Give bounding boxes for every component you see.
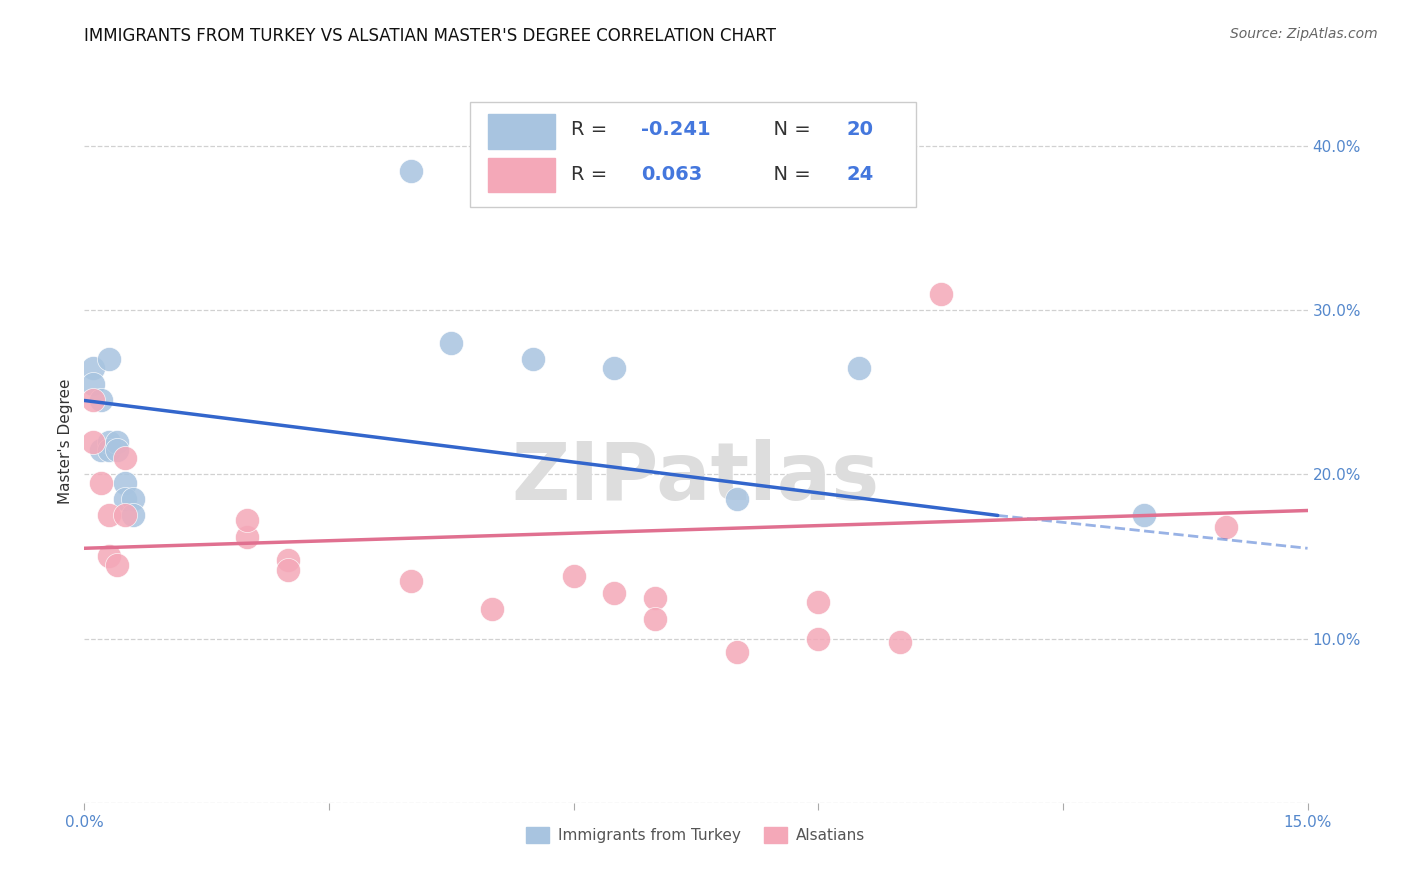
Point	[122, 491, 145, 506]
Point	[562, 569, 585, 583]
Point	[97, 508, 120, 523]
Point	[90, 442, 112, 457]
Point	[105, 434, 128, 449]
Point	[725, 645, 748, 659]
Point	[90, 475, 112, 490]
Y-axis label: Master's Degree: Master's Degree	[58, 379, 73, 504]
Point	[114, 475, 136, 490]
Point	[236, 530, 259, 544]
FancyBboxPatch shape	[470, 102, 917, 207]
Point	[399, 163, 422, 178]
Text: IMMIGRANTS FROM TURKEY VS ALSATIAN MASTER'S DEGREE CORRELATION CHART: IMMIGRANTS FROM TURKEY VS ALSATIAN MASTE…	[84, 27, 776, 45]
Text: 20: 20	[846, 120, 873, 139]
Point	[90, 393, 112, 408]
Point	[97, 549, 120, 564]
FancyBboxPatch shape	[488, 158, 555, 193]
Point	[97, 434, 120, 449]
Point	[82, 434, 104, 449]
Text: R =: R =	[571, 165, 613, 184]
Point	[644, 612, 666, 626]
Text: Source: ZipAtlas.com: Source: ZipAtlas.com	[1230, 27, 1378, 41]
Point	[1133, 508, 1156, 523]
Text: N =: N =	[761, 165, 817, 184]
Point	[122, 508, 145, 523]
Point	[603, 585, 626, 599]
Point	[440, 336, 463, 351]
Point	[97, 352, 120, 367]
Point	[105, 442, 128, 457]
FancyBboxPatch shape	[488, 114, 555, 149]
Text: 0.063: 0.063	[641, 165, 702, 184]
Point	[277, 563, 299, 577]
Point	[82, 360, 104, 375]
Text: 24: 24	[846, 165, 873, 184]
Text: ZIPatlas: ZIPatlas	[512, 439, 880, 516]
Point	[603, 360, 626, 375]
Point	[725, 491, 748, 506]
Point	[481, 602, 503, 616]
Point	[929, 286, 952, 301]
Point	[807, 632, 830, 646]
Point	[399, 574, 422, 588]
Point	[114, 508, 136, 523]
Point	[82, 393, 104, 408]
Point	[82, 377, 104, 392]
Point	[522, 352, 544, 367]
Point	[644, 591, 666, 605]
Legend: Immigrants from Turkey, Alsatians: Immigrants from Turkey, Alsatians	[520, 822, 872, 849]
Point	[848, 360, 870, 375]
Point	[889, 635, 911, 649]
Text: -0.241: -0.241	[641, 120, 710, 139]
Text: R =: R =	[571, 120, 613, 139]
Point	[277, 553, 299, 567]
Point	[114, 491, 136, 506]
Point	[1215, 520, 1237, 534]
Point	[236, 513, 259, 527]
Text: N =: N =	[761, 120, 817, 139]
Point	[114, 450, 136, 465]
Point	[807, 595, 830, 609]
Point	[105, 558, 128, 572]
Point	[97, 442, 120, 457]
